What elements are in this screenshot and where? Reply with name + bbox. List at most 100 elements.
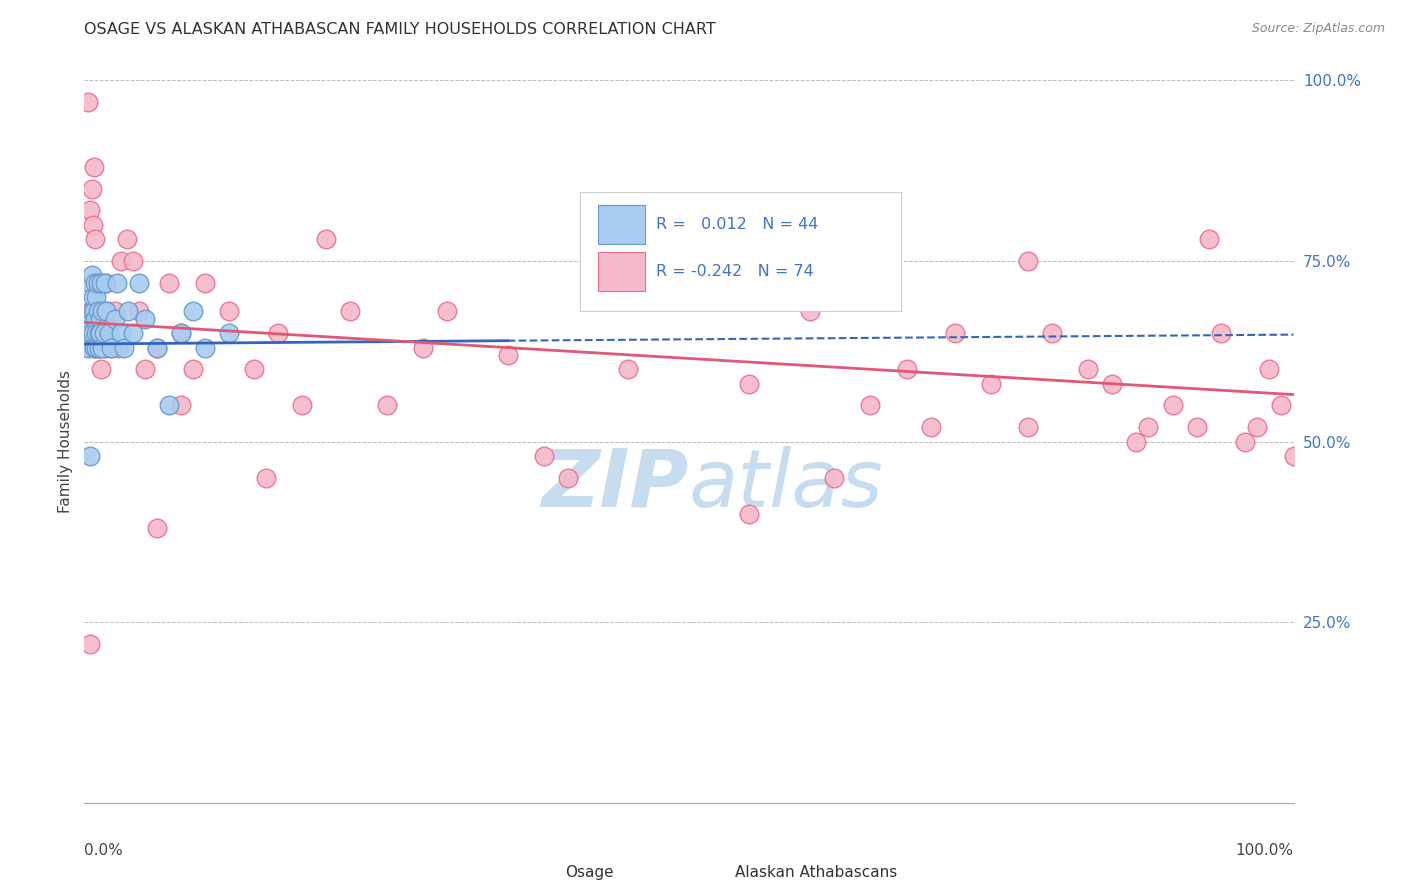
Point <box>412 341 434 355</box>
Point <box>86 304 108 318</box>
Point <box>1161 398 1184 412</box>
Point <box>94 304 117 318</box>
Point <box>157 276 180 290</box>
Point <box>980 376 1002 391</box>
Point <box>89 326 111 340</box>
Text: 100.0%: 100.0% <box>1236 843 1294 857</box>
Point <box>128 304 150 318</box>
Point <box>86 341 108 355</box>
Point <box>86 326 108 340</box>
Point <box>82 326 104 340</box>
Text: OSAGE VS ALASKAN ATHABASCAN FAMILY HOUSEHOLDS CORRELATION CHART: OSAGE VS ALASKAN ATHABASCAN FAMILY HOUSE… <box>84 22 716 37</box>
Point <box>115 232 138 246</box>
Point <box>128 276 150 290</box>
Point <box>97 326 120 340</box>
Point <box>121 326 143 340</box>
Point <box>617 362 640 376</box>
Point <box>80 304 103 318</box>
Point <box>181 362 204 376</box>
Point <box>83 160 105 174</box>
Point <box>799 304 821 318</box>
Point <box>77 311 100 326</box>
Point <box>823 470 845 484</box>
Point <box>146 521 169 535</box>
Point <box>896 362 918 376</box>
Point <box>82 218 104 232</box>
Text: R = -0.242   N = 74: R = -0.242 N = 74 <box>657 264 814 279</box>
Point <box>678 276 700 290</box>
Point <box>859 398 882 412</box>
Point <box>82 290 104 304</box>
Point <box>100 341 122 355</box>
Point <box>79 637 101 651</box>
Point <box>194 276 217 290</box>
Point <box>339 304 361 318</box>
Point <box>104 311 127 326</box>
Point <box>110 253 132 268</box>
Point <box>738 376 761 391</box>
Point <box>87 326 110 340</box>
Point <box>146 341 169 355</box>
Point <box>557 470 579 484</box>
Point <box>97 326 120 340</box>
Point <box>920 420 942 434</box>
Point <box>134 362 156 376</box>
Point <box>194 341 217 355</box>
Text: 0.0%: 0.0% <box>84 843 124 857</box>
Point <box>1234 434 1257 449</box>
Point <box>86 276 108 290</box>
Point <box>112 341 135 355</box>
Point <box>943 326 966 340</box>
FancyBboxPatch shape <box>599 205 645 244</box>
Point <box>170 326 193 340</box>
Point <box>89 326 111 340</box>
Point <box>254 470 277 484</box>
Point <box>1282 449 1305 463</box>
Point <box>121 253 143 268</box>
Point <box>93 326 115 340</box>
Point <box>84 276 107 290</box>
Point <box>79 276 101 290</box>
Point <box>104 304 127 318</box>
Point <box>79 449 101 463</box>
Y-axis label: Family Households: Family Households <box>58 370 73 513</box>
Point <box>77 95 100 109</box>
Text: atlas: atlas <box>689 446 884 524</box>
Point <box>1137 420 1160 434</box>
Point <box>87 276 110 290</box>
Point <box>533 449 555 463</box>
FancyBboxPatch shape <box>519 858 555 887</box>
Point <box>1270 398 1292 412</box>
Point <box>84 232 107 246</box>
Text: Alaskan Athabascans: Alaskan Athabascans <box>735 864 897 880</box>
Point <box>134 311 156 326</box>
Point <box>83 304 105 318</box>
Point <box>496 348 519 362</box>
Point <box>94 341 117 355</box>
Point <box>93 326 115 340</box>
FancyBboxPatch shape <box>581 193 901 311</box>
Point <box>107 341 129 355</box>
Point <box>1125 434 1147 449</box>
Point <box>170 398 193 412</box>
Point <box>181 304 204 318</box>
Point <box>77 341 100 355</box>
Point <box>100 341 122 355</box>
Point <box>157 398 180 412</box>
Point <box>1017 253 1039 268</box>
Text: R =   0.012   N = 44: R = 0.012 N = 44 <box>657 218 818 232</box>
Point <box>218 304 240 318</box>
Point <box>79 203 101 218</box>
Point <box>1185 420 1208 434</box>
FancyBboxPatch shape <box>688 858 724 887</box>
Point <box>110 326 132 340</box>
Point <box>315 232 337 246</box>
Point <box>738 507 761 521</box>
Point <box>91 304 114 318</box>
Point <box>87 341 110 355</box>
Point <box>1198 232 1220 246</box>
Point <box>91 304 114 318</box>
Point <box>218 326 240 340</box>
Point <box>436 304 458 318</box>
Point <box>117 304 139 318</box>
